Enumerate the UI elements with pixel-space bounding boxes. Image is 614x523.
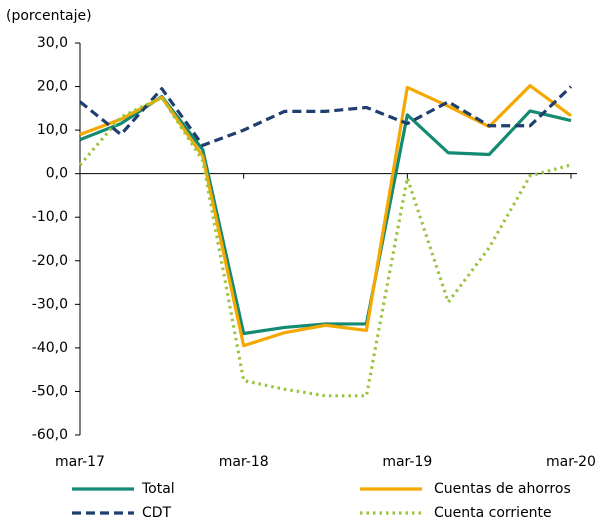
y-tick-label: -60,0 [32,427,68,443]
y-tick-label: 0,0 [46,166,68,182]
x-tick-label: mar-17 [55,454,105,470]
y-tick-label: -40,0 [32,340,68,356]
y-tick-label: 20,0 [37,79,68,95]
y-tick-label: -10,0 [32,209,68,225]
y-tick-label: 10,0 [37,122,68,138]
series-line [79,85,573,147]
legend-label: Cuentas de ahorros [434,481,571,497]
x-tick-label: mar-20 [546,454,596,470]
x-tick-label: mar-19 [382,454,432,470]
y-tick-label: -50,0 [32,383,68,399]
x-tick-label: mar-18 [219,454,269,470]
series-line [78,95,572,398]
y-tick-label: -20,0 [32,253,68,269]
legend-label: Cuenta corriente [434,505,552,521]
series-line [79,94,572,336]
y-axis-label: (porcentaje) [6,8,92,24]
series-line [79,84,572,348]
legend-label: Total [141,481,175,497]
legend-label: CDT [142,505,172,521]
y-tick-label: -30,0 [32,296,68,312]
y-tick-label: 30,0 [37,35,68,51]
